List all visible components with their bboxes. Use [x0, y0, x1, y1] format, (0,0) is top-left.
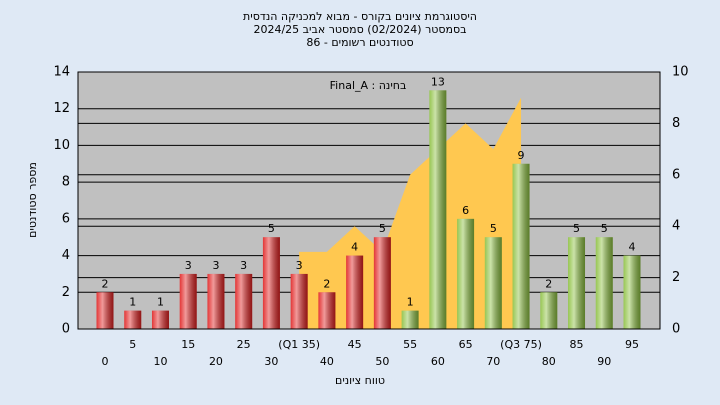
x-tick-label: 20 [209, 355, 223, 368]
y-tick-label: 4 [62, 248, 70, 263]
x-tick-label: 5 [129, 338, 136, 351]
data-label: 13 [431, 75, 445, 88]
data-label: 9 [518, 149, 525, 162]
bar-shade [151, 310, 169, 329]
bar-shade [262, 237, 280, 329]
plot-border [77, 71, 661, 330]
y2-tick-label: 6 [672, 167, 680, 182]
bar-shade [373, 237, 391, 329]
y2-tick-label: 4 [672, 219, 680, 234]
bar-shade [96, 292, 114, 329]
data-label: 5 [601, 222, 608, 235]
data-label: 4 [629, 241, 636, 254]
x-tick-label: 50 [375, 355, 389, 368]
y2-tick-label: 2 [672, 270, 680, 285]
bar-shade [318, 292, 336, 329]
y2-tick-label: 8 [672, 116, 680, 131]
data-label: 3 [296, 259, 303, 272]
bar-shade [623, 255, 641, 329]
x-tick-label: 60 [431, 355, 445, 368]
chart-title: היסטוגרמת ציונים בקורס - מבוא למכניקה הנ… [243, 10, 477, 23]
y-tick-label: 14 [53, 65, 70, 80]
data-label: 2 [545, 277, 552, 290]
data-label: 6 [462, 204, 469, 217]
x-tick-label: 55 [403, 338, 417, 351]
bar-shade [540, 292, 558, 329]
x-tick-label: 40 [320, 355, 334, 368]
y-tick-label: 2 [62, 285, 70, 300]
x-tick-label: 95 [625, 338, 639, 351]
data-label: 5 [573, 222, 580, 235]
bar-shade [179, 273, 197, 329]
data-label: 5 [268, 222, 275, 235]
y2-tick-label: 10 [672, 65, 689, 80]
x-tick-label: 15 [181, 338, 195, 351]
y-tick-label: 10 [53, 138, 70, 153]
y-tick-label: 6 [62, 211, 70, 226]
bar-shade [346, 255, 364, 329]
y-tick-label: 8 [62, 175, 70, 190]
data-label: 2 [102, 277, 109, 290]
y-tick-label: 0 [62, 322, 70, 337]
bar-shade [484, 237, 502, 329]
bar-shade [457, 218, 475, 329]
data-label: 3 [240, 259, 247, 272]
x-tick-label: 65 [459, 338, 473, 351]
data-label: 2 [323, 277, 330, 290]
bar-shade [207, 273, 225, 329]
x-tick-label: 80 [542, 355, 556, 368]
x-tick-label: 45 [348, 338, 362, 351]
bar-shade [512, 163, 530, 329]
bar-shade [401, 310, 419, 329]
data-label: 1 [407, 296, 414, 309]
annotation: Final_A : בחינה [330, 79, 407, 92]
bar-shade [124, 310, 142, 329]
y-axis-label: מספר סטודנטים [26, 162, 39, 238]
data-label: 1 [157, 296, 164, 309]
x-axis-label: טווח ציונים [335, 374, 385, 387]
data-label: 3 [212, 259, 219, 272]
x-tick-label: (Q3 75) [500, 338, 542, 351]
data-label: 5 [379, 222, 386, 235]
x-tick-label: 85 [570, 338, 584, 351]
bar-shade [429, 90, 447, 329]
bar-shade [595, 237, 613, 329]
x-tick-label: 25 [237, 338, 251, 351]
data-label: 5 [490, 222, 497, 235]
data-label: 1 [129, 296, 136, 309]
bar-shade [568, 237, 586, 329]
x-tick-label: 0 [102, 355, 109, 368]
y-tick-label: 12 [53, 101, 70, 116]
x-tick-label: 90 [597, 355, 611, 368]
x-tick-label: 30 [264, 355, 278, 368]
chart-subtitle: בסמסטר (02/2024) סמסטר אביב 2024/25 [253, 23, 466, 36]
y2-tick-label: 0 [672, 322, 680, 337]
data-label: 3 [185, 259, 192, 272]
bar-shade [290, 273, 308, 329]
x-tick-label: (Q1 35) [278, 338, 320, 351]
data-label: 4 [351, 241, 358, 254]
chart-subtitle: סטודנטים רשומים - 86 [306, 36, 413, 49]
x-tick-label: 70 [486, 355, 500, 368]
x-tick-label: 10 [153, 355, 167, 368]
bar-shade [235, 273, 253, 329]
